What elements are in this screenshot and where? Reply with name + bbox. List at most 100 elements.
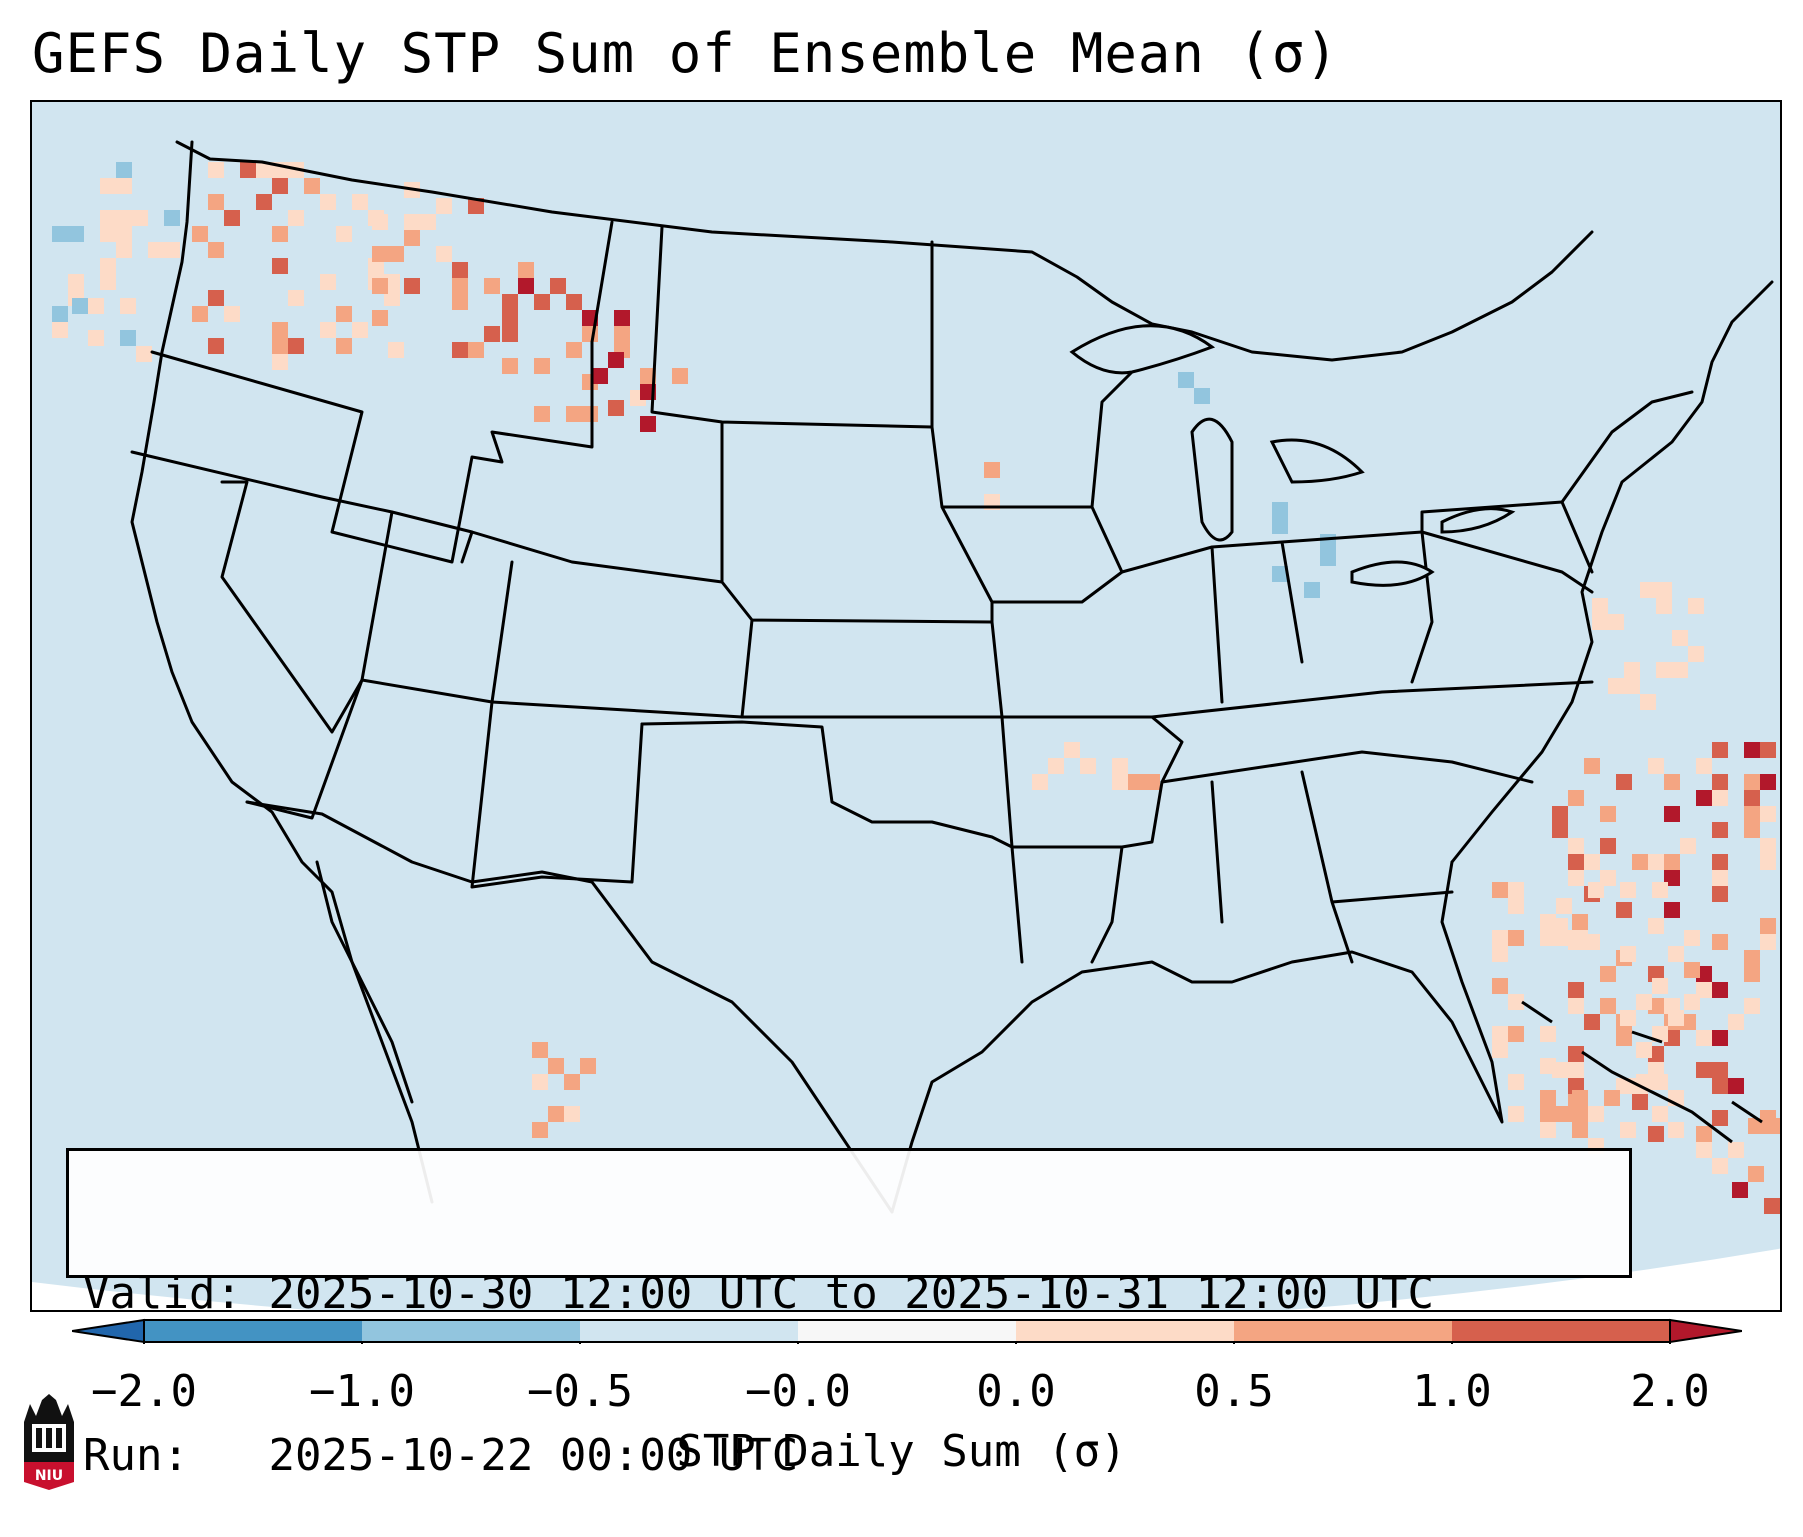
stp-cell: [1684, 962, 1700, 978]
stp-cell: [1194, 388, 1210, 404]
stp-cell: [1696, 790, 1712, 806]
stp-cell: [404, 278, 420, 294]
atlantic-coast: [1450, 280, 1774, 864]
stp-cell: [1712, 1078, 1728, 1094]
stp-cell: [52, 226, 68, 242]
stp-cell: [468, 342, 484, 358]
stp-cell: [1632, 1094, 1648, 1110]
stp-cell: [1600, 998, 1616, 1014]
stp-cell: [1048, 758, 1064, 774]
stp-cell: [1764, 1118, 1780, 1134]
stp-cell: [372, 310, 388, 326]
stp-cell: [1508, 898, 1524, 914]
stp-cell: [336, 306, 352, 322]
stp-cell: [208, 162, 224, 178]
stp-cell: [550, 278, 566, 294]
stp-cell: [1272, 518, 1288, 534]
stp-cell: [1760, 934, 1776, 950]
stp-cell: [208, 194, 224, 210]
colorbar-extend-low: [72, 1318, 145, 1344]
stp-cell: [1568, 870, 1584, 886]
stp-cell: [1620, 946, 1636, 962]
colorbar-tick-label: 0.5: [1194, 1366, 1274, 1417]
valid-row: Valid: 2025-10-30 12:00 UTC to 2025-10-3…: [83, 1267, 1629, 1321]
stp-cell: [208, 242, 224, 258]
stp-cell: [1320, 550, 1336, 566]
stp-cell: [1588, 1106, 1604, 1122]
stp-cell: [372, 246, 388, 262]
stp-cell: [1744, 790, 1760, 806]
stp-cell: [1652, 882, 1668, 898]
stp-cell: [502, 294, 518, 310]
stp-cell: [592, 368, 608, 384]
stp-cell: [120, 298, 136, 314]
stp-cell: [372, 278, 388, 294]
stp-cell: [1732, 1182, 1748, 1198]
stp-cell: [1760, 774, 1776, 790]
stp-cell: [1748, 1166, 1764, 1182]
stp-cell: [1584, 854, 1600, 870]
stp-cell: [240, 162, 256, 178]
stp-cell: [1600, 806, 1616, 822]
stp-cell: [1600, 966, 1616, 982]
stp-cell: [372, 214, 388, 230]
valid-text: 2025-10-30 12:00 UTC to 2025-10-31 12:00…: [268, 1268, 1435, 1319]
stp-cell: [164, 242, 180, 258]
stp-cell: [72, 298, 88, 314]
stp-cell: [1620, 1010, 1636, 1026]
valid-run-box: Valid: 2025-10-30 12:00 UTC to 2025-10-3…: [66, 1148, 1632, 1481]
stp-cell: [100, 258, 116, 274]
stp-cell: [116, 210, 132, 226]
colorbar-segment: [798, 1320, 1016, 1342]
stp-cell: [1680, 838, 1696, 854]
run-label: Run:: [83, 1430, 189, 1481]
stp-cell: [1272, 502, 1288, 518]
stp-cell: [1556, 930, 1572, 946]
stp-cell: [1616, 1030, 1632, 1046]
stp-cell: [532, 1042, 548, 1058]
stp-cell: [1668, 946, 1684, 962]
stp-cell: [614, 326, 630, 342]
stp-cell: [272, 322, 288, 338]
stp-cell: [1540, 930, 1556, 946]
stp-cell: [1764, 1198, 1780, 1214]
stp-cell: [1652, 1026, 1668, 1042]
stp-cell: [1664, 774, 1680, 790]
stp-cell: [1760, 854, 1776, 870]
stp-cell: [1540, 1122, 1556, 1138]
stp-cell: [1178, 372, 1194, 388]
stp-cell: [534, 358, 550, 374]
stp-cell: [608, 352, 624, 368]
stp-cell: [1568, 838, 1584, 854]
stp-cell: [288, 290, 304, 306]
stp-cell: [1656, 582, 1672, 598]
mexico-border: [245, 800, 594, 884]
stp-cell: [1688, 646, 1704, 662]
stp-cell: [1712, 1110, 1728, 1126]
stp-cell: [1744, 806, 1760, 822]
map-panel[interactable]: [30, 100, 1782, 1312]
stp-cell: [1492, 1026, 1508, 1042]
stp-cell: [1640, 582, 1656, 598]
stp-cell: [1652, 1106, 1668, 1122]
stp-cell: [1624, 662, 1640, 678]
stp-cell: [404, 214, 420, 230]
colorbar-segment: [580, 1320, 798, 1342]
stp-cell: [1636, 1042, 1652, 1058]
stp-cell: [1760, 838, 1776, 854]
stp-cell: [484, 326, 500, 342]
valid-label: Valid:: [83, 1268, 242, 1319]
stp-cell: [1672, 630, 1688, 646]
stp-cell: [614, 310, 630, 326]
stp-cell: [208, 290, 224, 306]
stp-cell: [224, 210, 240, 226]
colorbar-segment: [1016, 1320, 1234, 1342]
stp-cell: [100, 178, 116, 194]
stp-cell: [1712, 790, 1728, 806]
stp-cell: [1648, 918, 1664, 934]
stp-cell: [1608, 614, 1624, 630]
stp-cell: [1128, 774, 1144, 790]
stp-cell: [272, 178, 288, 194]
stp-cell: [468, 198, 484, 214]
stp-cell: [272, 258, 288, 274]
